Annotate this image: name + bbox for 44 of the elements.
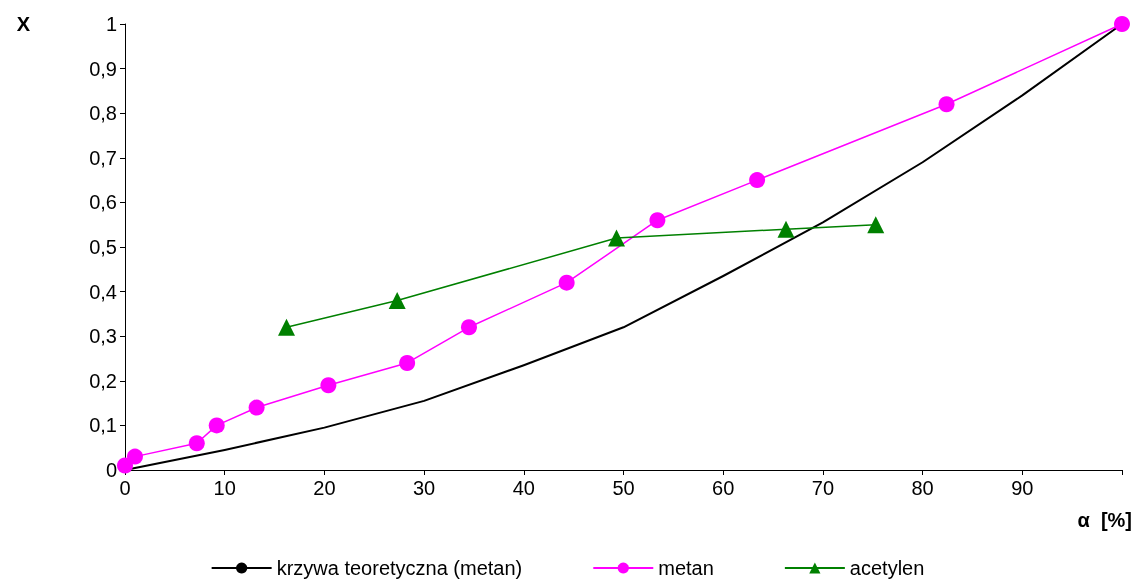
point — [126, 448, 143, 465]
x-tick-label: 30 — [412, 477, 436, 499]
x-tick-label: 40 — [512, 477, 535, 499]
y-tick-label: 0,6 — [89, 191, 117, 214]
legend-label: krzywa teoretyczna (metan) — [276, 557, 523, 579]
y-tick-label: 0,4 — [89, 280, 117, 303]
y-tick-label: 0,9 — [89, 57, 117, 80]
x-tick-label: 20 — [313, 477, 336, 499]
legend-label: acetylen — [849, 557, 925, 579]
y-tick-label: 0 — [105, 459, 117, 481]
x-tick-label: 50 — [612, 477, 635, 499]
x-tick-label: 80 — [911, 477, 934, 499]
point — [117, 457, 133, 474]
point — [749, 172, 766, 189]
y-tick-label: 0,7 — [89, 146, 117, 169]
y-axis-title: X — [16, 13, 31, 35]
point — [248, 399, 265, 416]
point — [649, 212, 666, 229]
y-tick-label: 1 — [105, 13, 117, 35]
x-tick-label: 10 — [213, 477, 236, 499]
point — [608, 229, 626, 247]
x-tick-label: 70 — [811, 477, 835, 499]
point — [399, 354, 416, 371]
point — [208, 417, 225, 434]
point — [777, 220, 795, 238]
x-axis-title: α [%] — [1077, 509, 1132, 531]
y-tick-label: 0,5 — [89, 236, 117, 258]
y-tick-label: 0,2 — [89, 369, 117, 392]
x-tick-label: 0 — [119, 477, 131, 499]
point — [558, 274, 575, 291]
point — [867, 216, 885, 234]
x-tick-label: 90 — [1011, 477, 1034, 499]
point — [278, 318, 296, 336]
y-tick-label: 0,8 — [89, 102, 117, 125]
legend-label: metan — [658, 557, 714, 579]
y-tick-label: 0,1 — [89, 414, 117, 437]
point — [1114, 16, 1130, 32]
point — [320, 377, 337, 394]
point — [460, 319, 477, 336]
point — [938, 96, 955, 113]
point — [388, 292, 406, 310]
y-tick-label: 0,3 — [89, 325, 117, 348]
x-tick-label: 60 — [712, 477, 735, 499]
point — [188, 435, 205, 452]
